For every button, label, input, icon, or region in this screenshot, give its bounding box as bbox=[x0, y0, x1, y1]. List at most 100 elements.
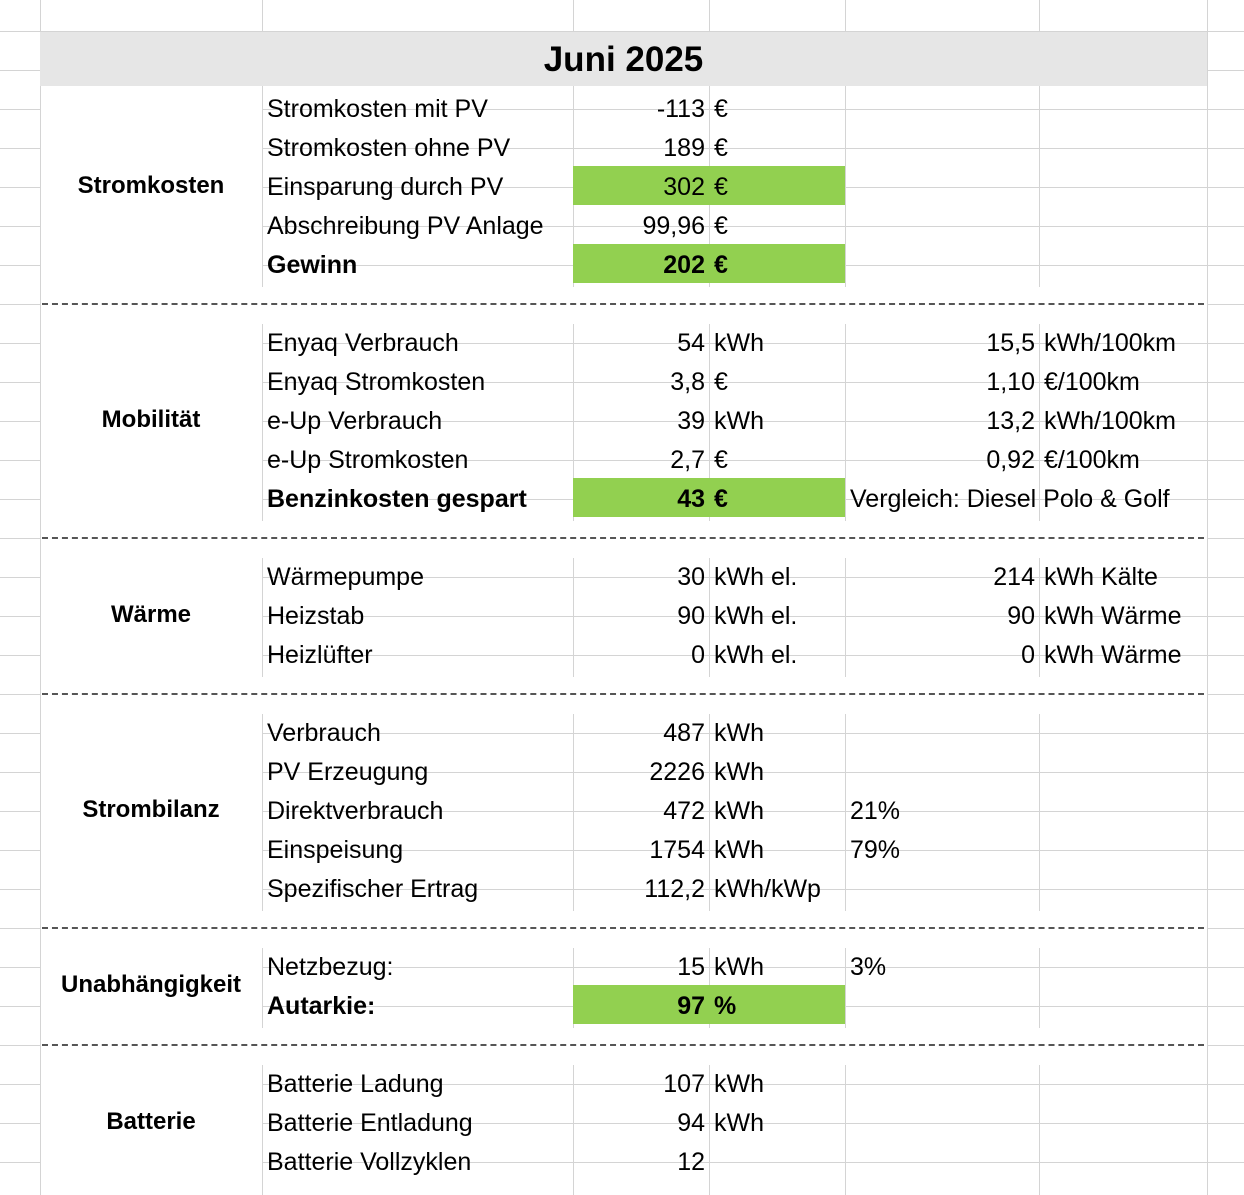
row-unit[interactable]: kWh bbox=[714, 1070, 764, 1098]
row-unit[interactable]: kWh bbox=[714, 1109, 764, 1137]
row-label[interactable]: Stromkosten mit PV bbox=[267, 95, 488, 123]
row-extra-value[interactable]: 0,92 bbox=[986, 446, 1035, 474]
row-extra-value[interactable]: 13,2 bbox=[986, 407, 1035, 435]
section-label[interactable]: Mobilität bbox=[101, 406, 201, 433]
row-label[interactable]: Batterie Ladung bbox=[267, 1070, 444, 1098]
section-label[interactable]: Stromkosten bbox=[77, 172, 225, 199]
row-unit[interactable]: € bbox=[714, 95, 728, 123]
row-unit[interactable]: € bbox=[714, 173, 728, 201]
row-label[interactable]: Batterie Entladung bbox=[267, 1109, 473, 1137]
row-label[interactable]: Enyaq Verbrauch bbox=[267, 329, 459, 357]
gridline-horizontal bbox=[0, 577, 1244, 578]
row-unit[interactable]: kWh bbox=[714, 836, 764, 864]
row-value[interactable]: 472 bbox=[663, 797, 705, 825]
sheet-title[interactable]: Juni 2025 bbox=[543, 40, 704, 79]
row-unit[interactable]: € bbox=[714, 446, 728, 474]
row-value[interactable]: 189 bbox=[663, 134, 705, 162]
row-label[interactable]: Einspeisung bbox=[267, 836, 404, 864]
row-extra-unit[interactable]: €/100km bbox=[1044, 446, 1140, 474]
row-extra-unit[interactable]: kWh/100km bbox=[1044, 329, 1176, 357]
row-value[interactable]: 94 bbox=[677, 1109, 705, 1137]
row-percentage[interactable]: 79% bbox=[850, 836, 901, 864]
row-unit[interactable]: % bbox=[714, 992, 737, 1020]
row-extra-value[interactable]: 1,10 bbox=[986, 368, 1035, 396]
row-value[interactable]: 99,96 bbox=[642, 212, 705, 240]
row-unit[interactable]: kWh bbox=[714, 797, 764, 825]
row-extra-value[interactable]: 214 bbox=[993, 563, 1035, 591]
row-unit[interactable]: € bbox=[714, 251, 728, 279]
row-label[interactable]: Stromkosten ohne PV bbox=[267, 134, 511, 162]
row-unit[interactable]: kWh bbox=[714, 719, 764, 747]
row-unit[interactable] bbox=[714, 1142, 844, 1181]
row-percentage[interactable]: 3% bbox=[850, 953, 887, 981]
row-label[interactable]: Heizstab bbox=[267, 602, 365, 630]
row-unit[interactable]: € bbox=[714, 212, 728, 240]
section-label[interactable]: Strombilanz bbox=[82, 796, 220, 823]
row-label[interactable]: Einsparung durch PV bbox=[267, 173, 504, 201]
row-label[interactable]: Autarkie: bbox=[267, 992, 376, 1020]
row-value[interactable]: 202 bbox=[663, 251, 705, 279]
row-extra-value[interactable]: 90 bbox=[1007, 602, 1035, 630]
row-label[interactable]: Enyaq Stromkosten bbox=[267, 368, 486, 396]
row-unit[interactable]: kWh bbox=[714, 329, 764, 357]
row-label[interactable]: e-Up Stromkosten bbox=[267, 446, 469, 474]
row-value[interactable]: 15 bbox=[677, 953, 705, 981]
row-label[interactable]: Wärmepumpe bbox=[267, 563, 424, 591]
row-value[interactable]: 107 bbox=[663, 1070, 705, 1098]
row-value[interactable]: 487 bbox=[663, 719, 705, 747]
gridline-horizontal bbox=[0, 616, 1244, 617]
row-value[interactable]: 90 bbox=[677, 602, 705, 630]
row-unit[interactable]: € bbox=[714, 134, 728, 162]
row-extra-unit[interactable]: kWh Wärme bbox=[1044, 641, 1182, 669]
row-extra-unit[interactable]: kWh Kälte bbox=[1044, 563, 1158, 591]
section-label[interactable]: Wärme bbox=[110, 601, 192, 628]
gridline-horizontal bbox=[0, 811, 1244, 812]
row-unit[interactable]: kWh el. bbox=[714, 602, 798, 630]
row-unit[interactable]: kWh el. bbox=[714, 641, 798, 669]
gridline-horizontal bbox=[0, 31, 1244, 32]
row-note[interactable]: Vergleich: Diesel Polo & Golf bbox=[850, 485, 1170, 513]
row-label[interactable]: Benzinkosten gespart bbox=[267, 485, 527, 513]
row-label[interactable]: Abschreibung PV Anlage bbox=[267, 212, 544, 240]
separator-row-background bbox=[41, 287, 1207, 324]
section-label[interactable]: Unabhängigkeit bbox=[60, 971, 241, 998]
row-label[interactable]: Verbrauch bbox=[267, 719, 381, 747]
row-percentage[interactable]: 21% bbox=[850, 797, 901, 825]
row-label[interactable]: Gewinn bbox=[267, 251, 358, 279]
row-extra-unit[interactable]: €/100km bbox=[1044, 368, 1140, 396]
row-unit[interactable]: kWh bbox=[714, 953, 764, 981]
row-value[interactable]: 2226 bbox=[649, 758, 705, 786]
row-extra-unit[interactable]: kWh Wärme bbox=[1044, 602, 1182, 630]
row-label[interactable]: Direktverbrauch bbox=[267, 797, 444, 825]
row-extra-value[interactable]: 0 bbox=[1021, 641, 1035, 669]
row-value[interactable]: 1754 bbox=[649, 836, 705, 864]
row-unit[interactable]: kWh el. bbox=[714, 563, 798, 591]
row-label[interactable]: Heizlüfter bbox=[267, 641, 373, 669]
section-label[interactable]: Batterie bbox=[106, 1108, 196, 1135]
row-value[interactable]: 2,7 bbox=[670, 446, 705, 474]
row-label[interactable]: Netzbezug: bbox=[267, 953, 394, 981]
row-extra-unit[interactable]: kWh/100km bbox=[1044, 407, 1176, 435]
row-label[interactable]: Batterie Vollzyklen bbox=[267, 1148, 472, 1176]
row-value[interactable]: -113 bbox=[656, 95, 705, 123]
row-value[interactable]: 112,2 bbox=[644, 875, 705, 903]
row-value[interactable]: 12 bbox=[677, 1148, 705, 1176]
row-unit[interactable]: € bbox=[714, 368, 728, 396]
row-value[interactable]: 39 bbox=[677, 407, 705, 435]
row-value[interactable]: 302 bbox=[663, 173, 705, 201]
section-separator bbox=[42, 927, 1204, 929]
row-value[interactable]: 97 bbox=[677, 992, 705, 1020]
row-label[interactable]: PV Erzeugung bbox=[267, 758, 429, 786]
row-value[interactable]: 0 bbox=[691, 641, 705, 669]
row-extra-value[interactable]: 15,5 bbox=[986, 329, 1035, 357]
row-value[interactable]: 54 bbox=[677, 329, 705, 357]
row-label[interactable]: Spezifischer Ertrag bbox=[267, 875, 479, 903]
row-unit[interactable]: kWh bbox=[714, 407, 764, 435]
row-label[interactable]: e-Up Verbrauch bbox=[267, 407, 443, 435]
row-value[interactable]: 43 bbox=[677, 485, 705, 513]
row-unit[interactable]: kWh bbox=[714, 758, 764, 786]
row-unit[interactable]: € bbox=[714, 485, 728, 513]
row-unit[interactable]: kWh/kWp bbox=[714, 875, 821, 903]
row-value[interactable]: 3,8 bbox=[670, 368, 705, 396]
row-value[interactable]: 30 bbox=[677, 563, 705, 591]
